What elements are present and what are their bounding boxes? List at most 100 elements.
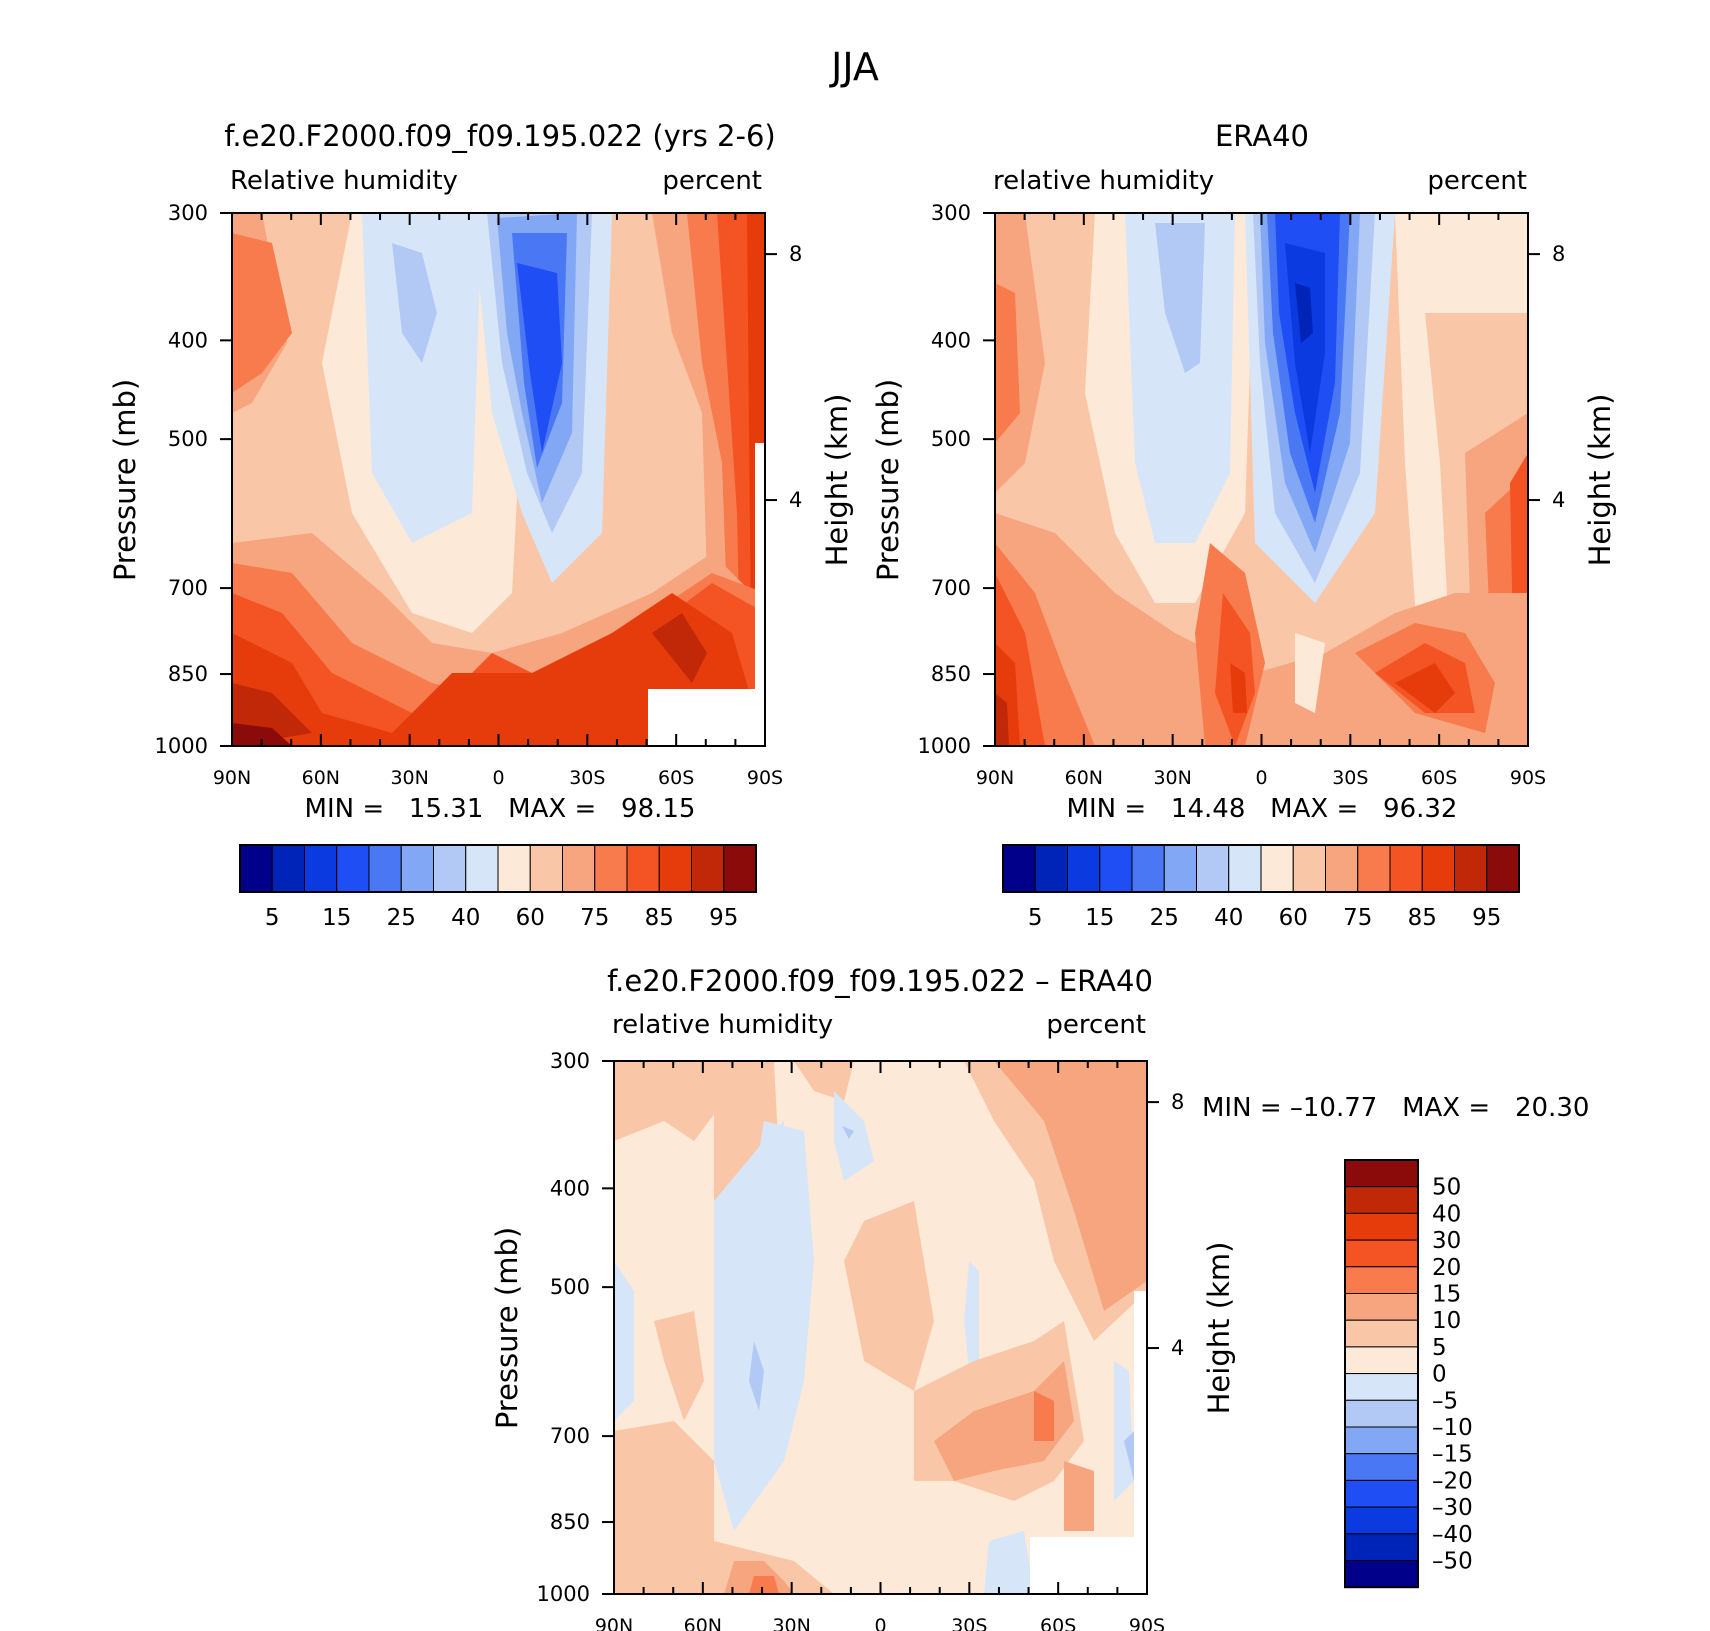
- panel-obs-plot-area: 90N 60N 30N 0 30S 60S 90S 3004005007008501000 …: [918, 201, 1566, 789]
- colorbar-label: –40: [1432, 1522, 1473, 1548]
- x-tick-label: 90N: [213, 767, 251, 789]
- y-tick-label: 300: [168, 201, 208, 225]
- colorbar-swatch: [1099, 844, 1133, 893]
- colorbar-swatch: [1196, 844, 1230, 893]
- y-tick-label: 400: [931, 328, 971, 352]
- colorbar-swatch: [1344, 1373, 1419, 1401]
- colorbar-swatch: [1002, 844, 1036, 893]
- panel-model-subtitle-left: Relative humidity: [230, 166, 458, 196]
- y-right-tick-label: 4: [789, 488, 802, 512]
- panel-obs-field: [995, 213, 1528, 746]
- y-tick-label: 300: [550, 1049, 590, 1073]
- panel-obs-ylabel-right: Height (km): [1583, 394, 1617, 567]
- colorbar-label: 95: [709, 905, 738, 931]
- colorbar-label: 25: [387, 905, 416, 931]
- x-tick-label: 90S: [1510, 767, 1546, 789]
- y-tick-label: 1000: [537, 1582, 590, 1606]
- y-right-tick-label: 8: [1171, 1090, 1184, 1114]
- panel-model: f.e20.F2000.f09_f09.195.022 (yrs 2-6) Re…: [108, 119, 854, 931]
- colorbar-label: 75: [1343, 905, 1372, 931]
- colorbar-swatch: [1344, 1453, 1419, 1481]
- y-tick-label: 850: [168, 662, 208, 686]
- colorbar-swatch: [626, 844, 660, 893]
- y-right-tick-label: 8: [789, 242, 802, 266]
- colorbar-swatch: [1163, 844, 1197, 893]
- panel-obs-ylabel: Pressure (mb): [871, 379, 905, 581]
- colorbar-swatch: [1344, 1533, 1419, 1561]
- panel-obs-y-right-axis: 84: [1528, 242, 1565, 512]
- panel-model-ylabel-right: Height (km): [820, 394, 854, 567]
- colorbar-label: –15: [1432, 1442, 1473, 1468]
- colorbar-swatch: [562, 844, 596, 893]
- x-tick-label: 30S: [569, 767, 605, 789]
- y-tick-label: 300: [931, 201, 971, 225]
- colorbar-swatch: [1389, 844, 1423, 893]
- colorbar-swatch: [239, 844, 273, 893]
- panel-diff: f.e20.F2000.f09_f09.195.022 – ERA40 rela…: [490, 964, 1589, 1631]
- colorbar-label: 40: [1432, 1201, 1461, 1227]
- colorbar-swatch: [1344, 1319, 1419, 1348]
- colorbar-swatch: [1344, 1479, 1419, 1508]
- y-tick-label: 400: [550, 1176, 590, 1200]
- panel-obs-x-axis: 90N 60N 30N 0 30S 60S 90S: [976, 213, 1546, 789]
- x-tick-label: 90N: [976, 767, 1014, 789]
- colorbar-label: 30: [1432, 1228, 1461, 1254]
- colorbar-swatch: [691, 844, 725, 893]
- colorbar-label: 60: [1279, 905, 1308, 931]
- colorbar-swatch: [658, 844, 692, 893]
- colorbar-label: 25: [1150, 905, 1179, 931]
- colorbar-swatch: [1344, 1159, 1419, 1188]
- panel-model-field: [232, 213, 765, 746]
- panel-model-minmax: MIN = 15.31 MAX = 98.15: [305, 794, 696, 824]
- colorbar-label: 85: [645, 905, 674, 931]
- colorbar-swatch: [336, 844, 370, 893]
- panel-obs-subtitle-right: percent: [1427, 166, 1527, 196]
- colorbar-label: 15: [1432, 1282, 1461, 1308]
- x-tick-label: 60N: [1065, 767, 1103, 789]
- panel-obs-minmax: MIN = 14.48 MAX = 96.32: [1067, 794, 1458, 824]
- colorbar-swatch: [368, 844, 402, 893]
- colorbar-swatch: [1344, 1212, 1419, 1241]
- colorbar-swatch: [1228, 844, 1262, 893]
- colorbar-label: –10: [1432, 1415, 1473, 1441]
- panel-diff-subtitle-left: relative humidity: [612, 1010, 833, 1040]
- colorbar-label: 0: [1432, 1362, 1447, 1388]
- x-tick-label: 60S: [1421, 767, 1457, 789]
- colorbar-label: 15: [322, 905, 351, 931]
- colorbar-swatch: [1344, 1506, 1419, 1535]
- panel-diff-title: f.e20.F2000.f09_f09.195.022 – ERA40: [607, 964, 1153, 998]
- x-tick-label: 30N: [390, 767, 428, 789]
- colorbar-label: 50: [1432, 1175, 1461, 1201]
- panel-diff-subtitle-right: percent: [1046, 1010, 1146, 1040]
- panel-obs-title: ERA40: [1215, 119, 1309, 153]
- y-tick-label: 700: [931, 576, 971, 600]
- x-tick-label: 30N: [1153, 767, 1191, 789]
- panel-diff-y-axis: 300 400 500 700 850 1000: [537, 1049, 614, 1606]
- x-tick-label: 90S: [1129, 1615, 1165, 1631]
- colorbar-label: 15: [1085, 905, 1114, 931]
- x-tick-label: 60N: [684, 1615, 722, 1631]
- colorbar-swatch: [1067, 844, 1101, 893]
- colorbar-swatch: [1325, 844, 1359, 893]
- y-tick-label: 1000: [155, 734, 208, 758]
- panel-diff-field: [614, 1061, 1147, 1594]
- colorbar-label: 5: [265, 905, 280, 931]
- panel-model-x-axis: 90N 60N 30N 0 30S 60S 90S: [213, 213, 783, 789]
- x-tick-label: 0: [874, 1615, 886, 1631]
- x-tick-label: 60S: [658, 767, 694, 789]
- y-right-tick-label: 8: [1552, 242, 1565, 266]
- colorbar-swatch: [465, 844, 499, 893]
- panel-diff-y-right-axis: 84: [1147, 1090, 1184, 1360]
- x-tick-label: 90S: [747, 767, 783, 789]
- colorbar-label: –30: [1432, 1495, 1473, 1521]
- colorbar-swatch: [723, 844, 757, 893]
- colorbar-swatch: [304, 844, 338, 893]
- y-tick-label: 500: [931, 427, 971, 451]
- x-tick-label: 0: [1255, 767, 1267, 789]
- y-right-tick-label: 4: [1171, 1336, 1184, 1360]
- y-tick-label: 850: [550, 1510, 590, 1534]
- colorbar-swatch: [1131, 844, 1165, 893]
- colorbar-swatch: [1344, 1399, 1419, 1428]
- colorbar-swatch: [1421, 844, 1455, 893]
